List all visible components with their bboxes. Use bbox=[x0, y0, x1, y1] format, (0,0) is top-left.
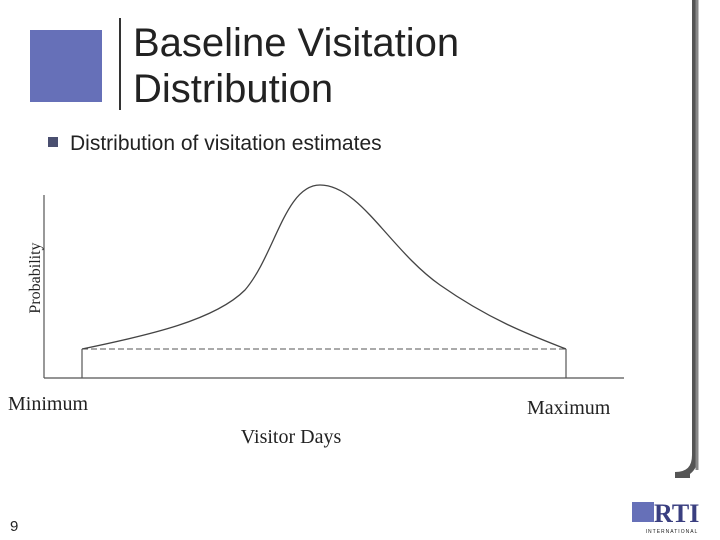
logo: RTI INTERNATIONAL bbox=[632, 499, 699, 535]
figure: Probability Minimum Maximum Visitor Days bbox=[8, 184, 624, 448]
title-line: Distribution bbox=[133, 67, 333, 111]
distribution-curve bbox=[81, 184, 567, 350]
min-label: Minimum bbox=[8, 393, 88, 415]
page-number: 9 bbox=[10, 518, 18, 535]
max-label: Maximum bbox=[527, 397, 611, 419]
bullet-text: Distribution of visitation estimates bbox=[70, 132, 382, 155]
frame-edge bbox=[674, 0, 698, 478]
logo-name: RTI bbox=[654, 499, 699, 528]
title-line: Baseline Visitation bbox=[133, 21, 459, 65]
y-label: Probability bbox=[27, 242, 44, 313]
x-label: Visitor Days bbox=[241, 426, 342, 448]
logo-subtitle: INTERNATIONAL bbox=[646, 529, 699, 535]
logo-mark bbox=[632, 502, 654, 522]
bullet-marker bbox=[48, 137, 58, 147]
title-square bbox=[30, 30, 102, 102]
